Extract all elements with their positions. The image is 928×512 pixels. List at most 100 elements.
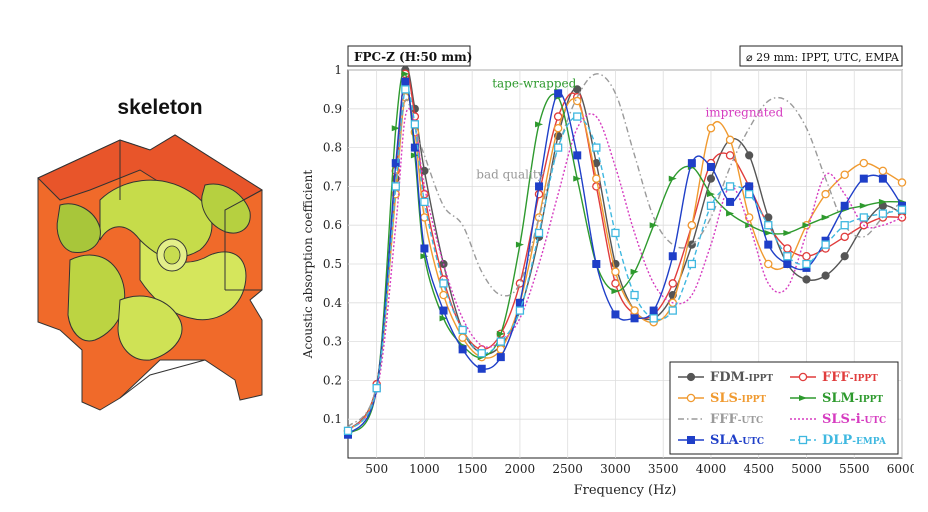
series-point xyxy=(783,260,792,268)
series-point xyxy=(611,267,620,277)
legend-label: SLS-IPPT xyxy=(710,391,766,406)
series-point xyxy=(840,201,849,210)
series-point xyxy=(372,384,381,393)
series-point xyxy=(799,395,807,401)
series-point xyxy=(573,112,582,121)
y-tick-label: 0.3 xyxy=(323,335,342,349)
series-point xyxy=(391,182,400,191)
skeleton-illustration xyxy=(37,134,263,411)
series-point xyxy=(534,189,544,199)
y-axis-label: Acoustic absorption coefficient xyxy=(301,170,315,360)
series-point xyxy=(687,159,696,168)
series-point xyxy=(840,232,849,242)
series-point xyxy=(477,349,486,358)
title-right-box xyxy=(739,45,903,67)
series-point xyxy=(630,314,639,323)
series-point xyxy=(687,220,697,230)
series-point xyxy=(420,197,429,207)
series-point xyxy=(515,279,525,288)
series-point xyxy=(496,337,505,346)
legend-label: FFF-IPPT xyxy=(822,370,878,385)
series-point xyxy=(668,306,677,315)
x-tick-label: 5000 xyxy=(791,462,822,476)
y-tick-label: 0.7 xyxy=(323,179,342,193)
series-point xyxy=(706,174,716,183)
legend-label: DLP-EMPA xyxy=(822,433,887,448)
legend-box xyxy=(669,361,899,455)
series-point xyxy=(821,214,830,221)
series-point xyxy=(515,298,524,307)
y-tick-label: 1 xyxy=(334,63,342,77)
title-right: ⌀ 29 mm: IPPT, UTC, EMPA xyxy=(746,51,900,64)
series-point xyxy=(439,315,448,322)
x-tick-label: 2000 xyxy=(505,462,536,476)
series-point xyxy=(840,221,849,230)
series-point xyxy=(420,253,429,260)
series-point xyxy=(821,271,830,280)
series-point xyxy=(840,252,849,261)
series-point xyxy=(783,244,792,253)
skeleton-figure: skeleton xyxy=(0,0,300,512)
annotation-label: tape-wrapped xyxy=(492,76,576,90)
series-point xyxy=(343,426,353,435)
series-point xyxy=(783,252,792,261)
series-point xyxy=(534,228,544,238)
series-point xyxy=(496,353,505,362)
x-tick-label: 4000 xyxy=(696,462,727,476)
series-point xyxy=(878,198,887,205)
annotation-label: bad quality xyxy=(476,168,544,182)
series-point xyxy=(553,123,563,133)
series-point xyxy=(744,213,754,222)
legend-label: FFF-UTC xyxy=(710,412,763,427)
series-point xyxy=(686,393,696,403)
series-point xyxy=(391,159,400,168)
series-point xyxy=(859,158,869,168)
series-point xyxy=(764,221,773,230)
x-tick-label: 3000 xyxy=(600,462,631,476)
series-point xyxy=(535,182,544,191)
x-tick-label: 1500 xyxy=(457,462,488,476)
series-point xyxy=(783,229,792,236)
series-point xyxy=(745,182,754,191)
series-point xyxy=(410,152,419,159)
series-point xyxy=(764,240,773,249)
title-left-box xyxy=(347,45,471,67)
series-point xyxy=(897,178,907,187)
series-line-sls-ippt xyxy=(347,94,903,432)
series-point xyxy=(706,163,715,171)
y-tick-label: 0.8 xyxy=(323,141,342,155)
series-point xyxy=(611,228,620,238)
y-tick-label: 0.1 xyxy=(323,412,342,426)
series-point xyxy=(477,364,486,373)
series-point xyxy=(821,189,830,199)
series-point xyxy=(573,151,582,160)
x-tick-label: 1000 xyxy=(409,462,440,476)
series-point xyxy=(802,251,811,261)
series-line-sls-i-utc xyxy=(347,107,903,432)
series-point xyxy=(802,259,811,269)
series-point xyxy=(726,210,735,217)
series-point xyxy=(687,259,697,269)
x-tick-label: 3500 xyxy=(648,462,679,476)
x-tick-label: 5500 xyxy=(839,462,870,476)
series-point xyxy=(687,436,695,444)
x-tick-label: 6000 xyxy=(887,462,914,476)
y-tick-label: 0.4 xyxy=(323,296,342,310)
series-point xyxy=(706,201,716,210)
series-point xyxy=(649,222,658,229)
series-point xyxy=(897,205,907,214)
x-tick-label: 4500 xyxy=(743,462,774,476)
annotation-label: impregnated xyxy=(705,106,783,120)
series-point xyxy=(649,306,658,315)
series-point xyxy=(668,279,678,288)
y-tick-label: 0.2 xyxy=(323,373,342,387)
series-point xyxy=(802,222,811,229)
series-point xyxy=(611,288,620,295)
series-line-dlp-empa xyxy=(347,86,903,432)
series-point xyxy=(859,174,868,183)
series-point xyxy=(859,213,868,222)
series-point xyxy=(534,213,544,222)
series-point xyxy=(458,345,467,354)
series-point xyxy=(764,259,773,269)
series-point xyxy=(401,85,410,94)
